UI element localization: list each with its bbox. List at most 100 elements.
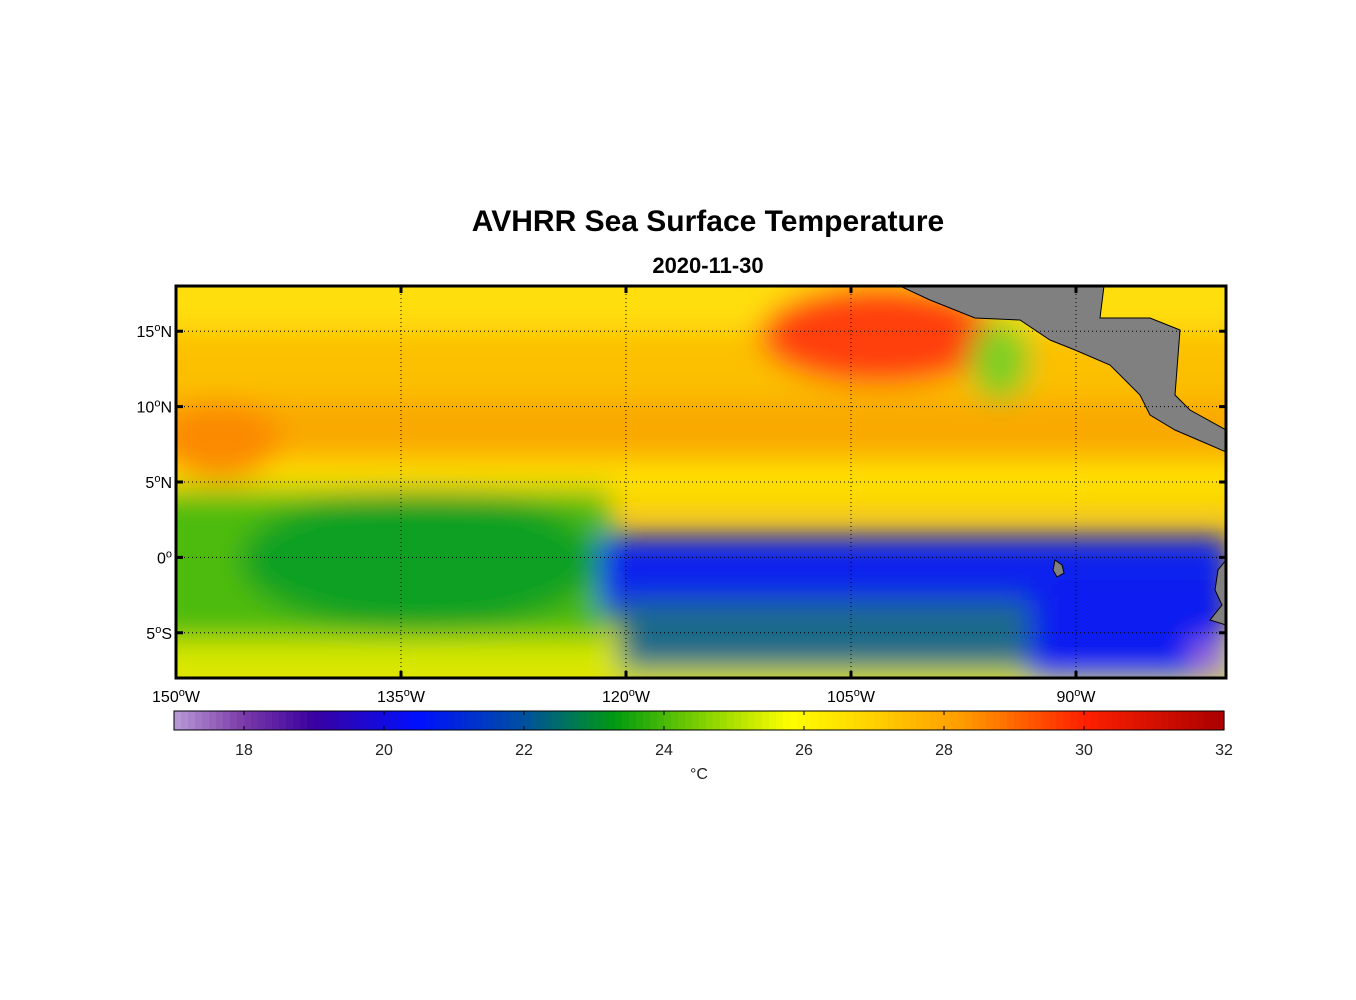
- colorbar-swatch: [461, 711, 469, 730]
- colorbar-frame: [173, 710, 1225, 731]
- colorbar-swatch: [678, 711, 686, 730]
- colorbar-swatch: [902, 711, 910, 730]
- colorbar-swatch: [636, 711, 644, 730]
- colorbar-swatch: [657, 711, 665, 730]
- colorbar-swatch: [685, 711, 693, 730]
- colorbar-swatch: [1133, 711, 1141, 730]
- colorbar-swatch: [349, 711, 357, 730]
- colorbar-swatch: [832, 711, 840, 730]
- colorbar-swatch: [853, 711, 861, 730]
- colorbar-swatch: [916, 711, 924, 730]
- colorbar-swatch: [783, 711, 791, 730]
- colorbar-swatch: [468, 711, 476, 730]
- sst-purple-corner: [1190, 640, 1226, 678]
- colorbar-swatch: [356, 711, 364, 730]
- colorbar-swatch: [846, 711, 854, 730]
- colorbar-swatch: [559, 711, 567, 730]
- colorbar-swatch: [650, 711, 658, 730]
- colorbar-swatch: [370, 711, 378, 730]
- lon-tick-label: 120oW: [602, 687, 651, 706]
- colorbar-swatch: [720, 711, 728, 730]
- colorbar-swatch: [860, 711, 868, 730]
- lon-tick-label: 90oW: [1056, 687, 1096, 706]
- colorbar-swatch: [447, 711, 455, 730]
- colorbar-swatch: [1014, 711, 1022, 730]
- colorbar-swatch: [1000, 711, 1008, 730]
- colorbar-swatch: [1098, 711, 1106, 730]
- colorbar-swatch: [986, 711, 994, 730]
- colorbar-swatch: [1217, 711, 1225, 730]
- colorbar-swatch: [237, 711, 245, 730]
- colorbar-swatch: [930, 711, 938, 730]
- colorbar-swatch: [1021, 711, 1029, 730]
- colorbar-ticks: 18 20 22 24 26 28 30 32: [235, 711, 1233, 759]
- colorbar-swatch: [566, 711, 574, 730]
- longitude-axis: 150oW 135oW 120oW 105oW 90oW: [152, 286, 1096, 706]
- colorbar-swatch: [699, 711, 707, 730]
- sst-cold-tongue-west: [240, 490, 600, 630]
- colorbar-swatch: [874, 711, 882, 730]
- colorbar-swatch: [1175, 711, 1183, 730]
- colorbar-tick-label: 30: [1075, 742, 1093, 759]
- colorbar-swatch: [993, 711, 1001, 730]
- colorbar-swatch: [797, 711, 805, 730]
- latitude-axis: 15oN 10oN 5oN 0o 5oS: [137, 322, 1226, 643]
- colorbar-swatch: [286, 711, 294, 730]
- colorbar-swatch: [1140, 711, 1148, 730]
- colorbar-swatch: [384, 711, 392, 730]
- colorbar-swatch: [279, 711, 287, 730]
- colorbar-swatch: [503, 711, 511, 730]
- colorbar-swatch: [951, 711, 959, 730]
- colorbar-swatch: [524, 711, 532, 730]
- lat-tick-label: 10oN: [137, 398, 172, 417]
- colorbar-tick-label: 32: [1215, 742, 1233, 759]
- colorbar-swatch: [818, 711, 826, 730]
- colorbar-swatch: [1210, 711, 1218, 730]
- colorbar-swatch: [510, 711, 518, 730]
- colorbar-swatch: [209, 711, 217, 730]
- map-title: AVHRR Sea Surface Temperature: [471, 205, 945, 238]
- colorbar-swatch: [419, 711, 427, 730]
- colorbar-swatch: [475, 711, 483, 730]
- colorbar-swatch: [314, 711, 322, 730]
- colorbar-swatch: [1063, 711, 1071, 730]
- lat-tick-label: 0o: [157, 548, 172, 567]
- colorbar-swatch: [300, 711, 308, 730]
- colorbar-swatch: [692, 711, 700, 730]
- sst-warm-west: [176, 400, 280, 480]
- colorbar-swatch: [895, 711, 903, 730]
- sst-green-patch-north: [970, 320, 1030, 400]
- land-galapagos: [1052, 559, 1065, 578]
- colorbar-swatch: [216, 711, 224, 730]
- colorbar-swatch: [1084, 711, 1092, 730]
- colorbar-swatch: [867, 711, 875, 730]
- colorbar-tick-label: 18: [235, 742, 253, 759]
- colorbar-swatch: [1028, 711, 1036, 730]
- colorbar-swatch: [776, 711, 784, 730]
- colorbar-swatch: [839, 711, 847, 730]
- colorbar-swatch: [741, 711, 749, 730]
- land-central-america: [899, 286, 1226, 453]
- colorbar-swatch: [1182, 711, 1190, 730]
- colorbar-swatch: [965, 711, 973, 730]
- colorbar-swatch: [489, 711, 497, 730]
- colorbar-swatch: [664, 711, 672, 730]
- colorbar-swatch: [405, 711, 413, 730]
- colorbar-swatch: [601, 711, 609, 730]
- colorbar-swatch: [909, 711, 917, 730]
- colorbar-swatch: [1077, 711, 1085, 730]
- colorbar-swatch: [1154, 711, 1162, 730]
- colorbar-swatch: [1189, 711, 1197, 730]
- colorbar-swatch: [251, 711, 259, 730]
- colorbar-swatch: [888, 711, 896, 730]
- colorbar-swatch: [622, 711, 630, 730]
- colorbar-swatch: [1056, 711, 1064, 730]
- colorbar-swatch: [671, 711, 679, 730]
- lat-tick-label: 15oN: [137, 322, 172, 341]
- colorbar-swatch: [1070, 711, 1078, 730]
- lon-tick-label: 135oW: [377, 687, 426, 706]
- colorbar-swatch: [587, 711, 595, 730]
- colorbar-swatch: [363, 711, 371, 730]
- colorbar-swatches: [174, 711, 1225, 730]
